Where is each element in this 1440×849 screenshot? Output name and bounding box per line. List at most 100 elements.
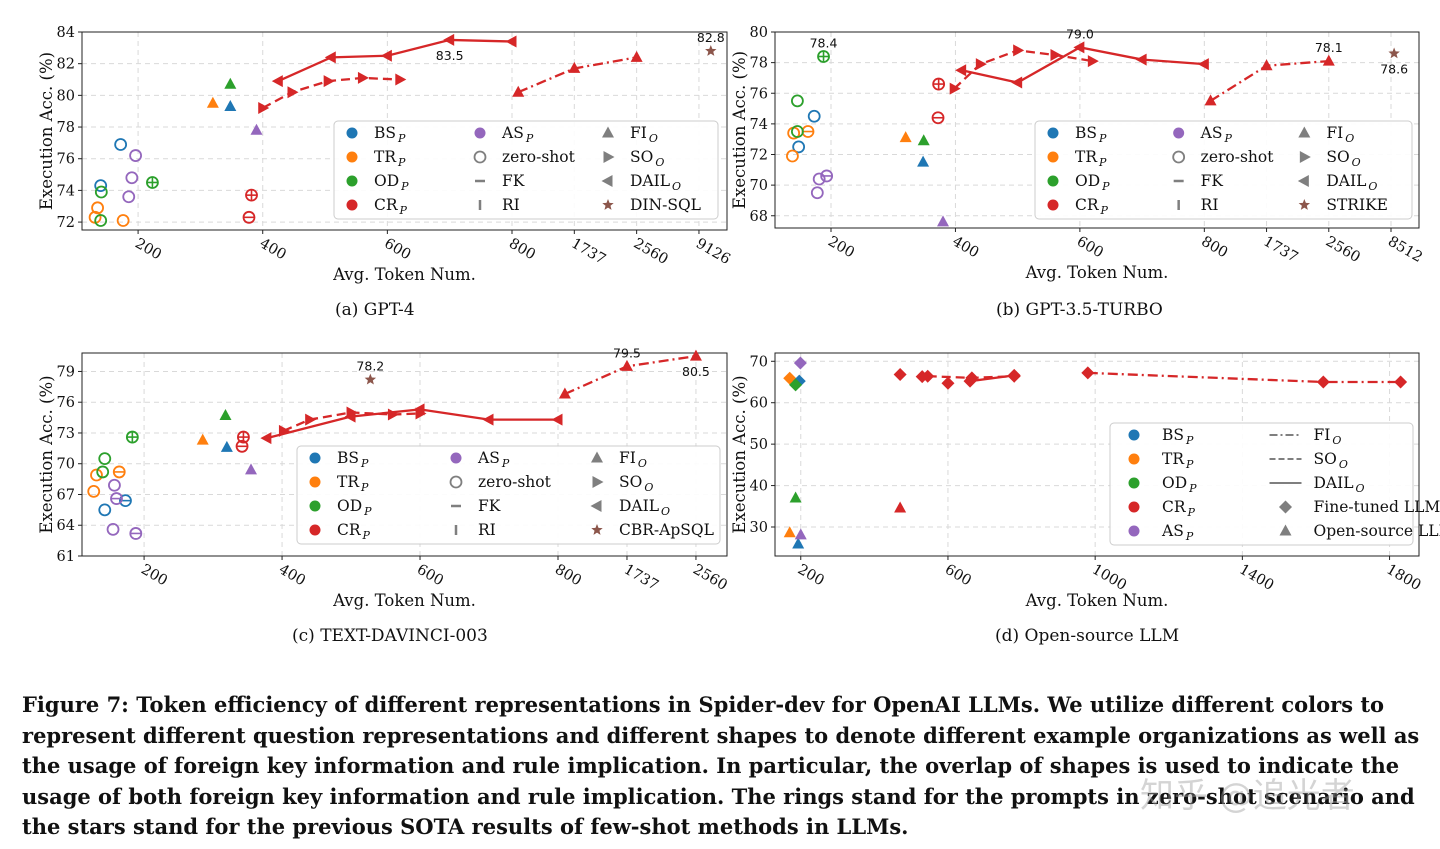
chart-c-xtick-label-4: 1737 (621, 562, 661, 594)
chart-c-ytick-label-5: 76 (57, 395, 75, 411)
chart-b-legend-marker-5 (1172, 150, 1186, 164)
chart-b-legend-sub-4: P (1223, 132, 1232, 145)
chart-b-legend-sub-9: O (1352, 156, 1361, 169)
chart-c-frame (81, 352, 728, 557)
chart-a-legend-label-10: DAIL O (630, 172, 681, 193)
chart-d-legend-label-7: DAIL O (1314, 474, 1365, 495)
chart-c-annotation-2: 80.5 (682, 364, 710, 379)
chart-b-legend-marker-0 (1047, 127, 1059, 139)
chart-c-legend-label-5: zero-shot (478, 473, 552, 491)
chart-a-ytick-label-6: 84 (57, 25, 75, 41)
chart-d-xtick-label-4: 1800 (1384, 562, 1424, 594)
chart-b-ytick-label-4: 76 (750, 86, 768, 102)
chart-d-legend-sub-0: P (1185, 434, 1194, 447)
chart-a: 72 74 76 78 80 82 84 200 400 600 800 1737 2560 9126 Av… (37, 25, 733, 284)
chart-c-legend-sub-10: O (661, 505, 670, 518)
chart-d-xtick-label-1: 600 (942, 562, 974, 590)
chart-a-point-0 (114, 138, 128, 151)
chart-a-point-8 (125, 171, 139, 185)
chart-b-series-dashed-point-1 (975, 58, 987, 71)
chart-a-point-1 (94, 179, 108, 193)
chart-c-legend-marker-5 (449, 475, 463, 489)
chart-d-legend-marker-4 (1128, 525, 1140, 537)
chart-c-point-11 (108, 478, 121, 492)
chart-c-xtick-label-2: 600 (414, 562, 446, 590)
chart-b-point-0 (792, 140, 806, 154)
chart-d-legend-sub-6: O (1339, 458, 1348, 471)
chart-b-frame (774, 31, 1420, 229)
chart-a-point-13 (206, 96, 219, 108)
chart-a-series-solid-point-3 (443, 33, 455, 46)
chart-c-xtick-label-0: 200 (138, 562, 170, 590)
chart-b-series-solid-point-3 (1135, 53, 1147, 66)
chart-c-series-dashed-point-3 (387, 408, 399, 421)
chart-b-legend-marker-8 (1298, 126, 1311, 138)
chart-b-point-8 (812, 172, 826, 186)
chart-a-ytick-label-2: 76 (57, 152, 75, 168)
chart-b-point-5 (791, 94, 804, 108)
chart-d-point-10 (915, 370, 929, 384)
chart-d-xtick-label-3: 1400 (1236, 562, 1276, 594)
chart-b-ytick-label-5: 78 (750, 56, 768, 72)
chart-a-point-10 (122, 190, 136, 204)
chart-b-xtick-label-6: 8512 (1385, 234, 1425, 266)
chart-d-ytick-label-1: 40 (750, 479, 768, 495)
chart-a-legend-sub-8: O (649, 132, 658, 145)
chart-c-legend-marker-8 (591, 451, 603, 463)
chart-b-xlabel: Avg. Token Num. (1025, 263, 1169, 282)
chart-d-series-solid-point-0 (963, 374, 977, 388)
chart-b-legend (1034, 120, 1413, 220)
chart-a-legend-marker-1 (346, 151, 358, 163)
chart-c-legend-label-6: FK (478, 497, 501, 515)
chart-b-series-dashed-point-2 (1013, 44, 1025, 57)
chart-b-legend-label-5: zero-shot (1201, 148, 1275, 166)
chart-b-ytick-label-3: 74 (750, 117, 768, 133)
chart-c-ytick-label-2: 67 (57, 487, 75, 503)
chart-b-legend-marker-9 (1299, 151, 1311, 163)
chart-b-legend-marker-4 (1173, 127, 1185, 139)
chart-c: 61 64 67 70 73 76 79 200 400 600 800 1737 2560 Avg. T… (37, 345, 730, 610)
chart-c-xlabel: Avg. Token Num. (332, 591, 476, 610)
chart-b-xtick-label-5: 2560 (1323, 234, 1363, 266)
chart-b-legend-label-11: STRIKE (1326, 196, 1388, 214)
chart-b-legend-sub-8: O (1345, 132, 1354, 145)
chart-a-series-dashed-point-3 (357, 71, 369, 84)
chart-b-xtick-label-3: 800 (1198, 234, 1230, 262)
chart-d-xlabel: Avg. Token Num. (1025, 591, 1169, 610)
chart-a-ytick-label-4: 80 (57, 88, 75, 104)
chart-d-legend-sub-2: P (1188, 482, 1197, 495)
chart-c-series-dashdot-point-2 (689, 349, 702, 361)
chart-d-series-dashdot-point-0 (1081, 366, 1095, 380)
chart-a-legend-sub-10: O (672, 180, 681, 193)
chart-c-series-dashdot-point-0 (558, 387, 571, 399)
chart-a-series-dashdot-point-0 (512, 85, 525, 97)
chart-d-ytick-label-4: 70 (750, 354, 768, 370)
chart-b-series-dashdot-point-2 (1322, 54, 1335, 66)
chart-a-xtick-label-6: 9126 (693, 236, 733, 268)
chart-c-point-3 (90, 468, 103, 482)
chart-c-ytick-label-0: 61 (57, 549, 75, 565)
chart-a-legend-marker-9 (603, 151, 615, 163)
chart-a-legend-label-7: RI (502, 196, 520, 214)
chart-a-point-4 (116, 214, 130, 227)
chart-c-point-5 (98, 452, 112, 466)
chart-c-legend-sub-1: P (360, 481, 369, 494)
chart-c-legend-sub-2: P (363, 505, 372, 518)
chart-d-legend-marker-1 (1128, 453, 1140, 465)
chart-a-legend-sub-9: O (655, 156, 664, 169)
chart-c-legend-marker-10 (590, 500, 602, 512)
chart-a-ytick-label-5: 82 (57, 57, 75, 73)
chart-a-xtick-label-1: 400 (257, 236, 289, 264)
chart-a-legend-label-6: FK (502, 172, 525, 190)
chart-a-ytick-label-0: 72 (57, 215, 75, 231)
chart-d-point-2 (789, 378, 803, 392)
subcaption-a: (a) GPT-4 (335, 300, 415, 320)
chart-b-legend-marker-3 (1047, 199, 1059, 211)
chart-b-series-solid-point-0 (955, 64, 967, 77)
chart-b-legend-sub-1: P (1098, 156, 1107, 169)
chart-d-ytick-label-0: 30 (750, 520, 768, 536)
chart-a-point-15 (224, 77, 237, 89)
chart-b-annotation-1: 78.1 (1315, 40, 1343, 55)
chart-c-series-solid-point-2 (413, 403, 425, 416)
chart-a-series-dashdot (517, 56, 637, 94)
